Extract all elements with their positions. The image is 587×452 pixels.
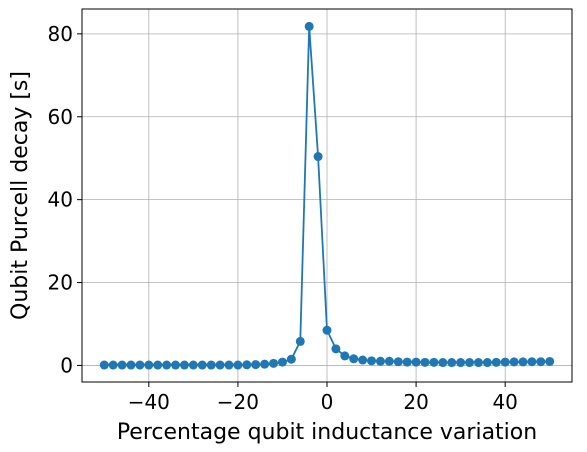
data-point: [99, 360, 109, 370]
data-point: [322, 325, 332, 335]
y-axis-label: Qubit Purcell decay [s]: [8, 71, 33, 320]
data-point: [358, 355, 368, 365]
y-tick-label: 40: [48, 188, 73, 212]
data-point: [233, 360, 243, 370]
data-point: [313, 152, 323, 162]
x-axis-label: Percentage qubit inductance variation: [117, 420, 537, 445]
data-point: [277, 357, 287, 367]
data-point: [473, 358, 483, 368]
data-point: [206, 360, 216, 370]
data-point: [545, 356, 555, 366]
data-point: [527, 357, 537, 367]
data-point: [117, 360, 127, 370]
data-point: [438, 358, 448, 368]
data-point: [375, 356, 385, 366]
data-point: [171, 360, 181, 370]
data-point: [162, 360, 172, 370]
data-point: [384, 356, 394, 366]
data-point: [331, 344, 341, 354]
data-point: [349, 354, 359, 364]
data-point: [153, 360, 163, 370]
data-point: [420, 357, 430, 367]
data-point: [269, 358, 279, 368]
data-point: [286, 354, 296, 364]
data-point: [393, 357, 403, 367]
y-tick-label: 60: [48, 105, 73, 129]
data-point: [509, 357, 519, 367]
data-series: [99, 21, 555, 370]
x-tick-label: 20: [403, 390, 428, 414]
data-point: [179, 360, 189, 370]
x-tick-label: 0: [321, 390, 334, 414]
data-point: [242, 360, 252, 370]
axis-ticks: −40 −20 0 20 40 0 20 40 60 80: [48, 22, 518, 414]
data-point: [188, 360, 198, 370]
x-tick-label: −40: [128, 390, 170, 414]
data-point: [411, 357, 421, 367]
data-point: [518, 357, 528, 367]
data-point: [536, 357, 546, 367]
data-point: [295, 336, 305, 346]
data-point: [429, 357, 439, 367]
data-point: [260, 359, 270, 369]
data-point: [367, 356, 377, 366]
data-point: [402, 357, 412, 367]
x-tick-label: −20: [217, 390, 259, 414]
data-point: [491, 357, 501, 367]
data-point: [197, 360, 207, 370]
data-point: [482, 358, 492, 368]
data-point: [500, 357, 510, 367]
data-point: [251, 360, 261, 370]
y-tick-label: 20: [48, 271, 73, 295]
data-point: [144, 360, 154, 370]
data-point: [108, 360, 118, 370]
data-point: [126, 360, 136, 370]
data-point: [304, 21, 314, 31]
x-tick-label: 40: [492, 390, 517, 414]
data-point: [215, 360, 225, 370]
data-point: [340, 351, 350, 361]
data-point: [465, 358, 475, 368]
data-point: [224, 360, 234, 370]
data-point: [456, 358, 466, 368]
data-point: [135, 360, 145, 370]
y-tick-label: 0: [60, 353, 73, 377]
y-tick-label: 80: [48, 22, 73, 46]
data-point: [447, 358, 457, 368]
